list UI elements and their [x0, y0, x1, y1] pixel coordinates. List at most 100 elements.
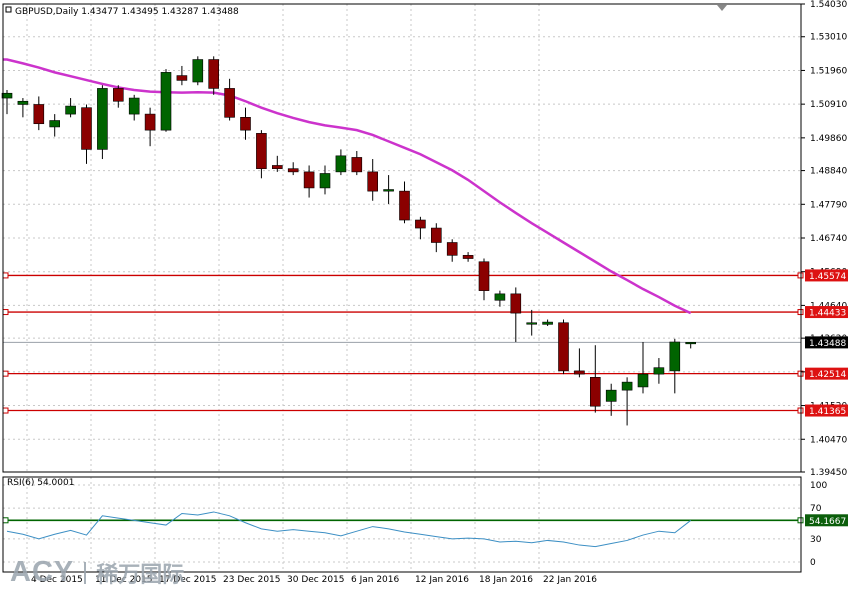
rsi-panel-frame — [2, 476, 802, 573]
bull-candle — [542, 321, 553, 325]
symbol-header: GBPUSD,Daily 1.43477 1.43495 1.43287 1.4… — [15, 7, 239, 17]
rsi-tick-label: 0 — [810, 558, 816, 568]
y-tick-label: 1.40470 — [810, 435, 847, 445]
price-level-label: 1.41365 — [809, 407, 846, 417]
bear-candle — [113, 88, 124, 102]
bear-candle — [589, 377, 601, 407]
y-tick-label: 1.51960 — [810, 66, 847, 76]
bear-candle — [478, 261, 490, 291]
price-level-tag — [805, 306, 848, 319]
x-tick-label: 11 Dec 2015 — [95, 575, 153, 585]
header-corner-icon — [5, 6, 12, 13]
bear-candle — [81, 107, 92, 150]
rsi-level-tag — [805, 514, 848, 527]
current-price-tag — [805, 336, 848, 349]
bear-candle — [462, 255, 474, 259]
price-level-tag — [805, 404, 848, 417]
rsi-line — [6, 511, 692, 548]
price-panel-frame — [2, 3, 802, 473]
bear-candle — [224, 88, 235, 118]
bear-candle — [446, 242, 458, 256]
bull-candle — [49, 120, 61, 128]
bull-candle — [17, 100, 29, 105]
x-tick-label: 12 Jan 2016 — [415, 575, 469, 585]
x-tick-label: 23 Dec 2015 — [223, 575, 281, 585]
price-level-label: 1.45574 — [809, 272, 846, 282]
bear-candle — [303, 171, 315, 189]
moving-average — [3, 58, 692, 315]
bull-candle — [669, 341, 681, 372]
rsi-tick-label: 70 — [810, 504, 822, 514]
bull-candle — [526, 322, 538, 325]
y-tick-label: 1.53010 — [810, 33, 847, 43]
bear-candle — [367, 171, 379, 192]
price-level-anchor — [2, 407, 9, 414]
bull-candle — [160, 72, 172, 131]
y-tick-label: 1.48840 — [810, 167, 847, 177]
bull-candle — [685, 342, 697, 345]
bull-candle — [335, 155, 347, 173]
bear-candle — [144, 113, 156, 131]
rsi-header: RSI(6) 54.0001 — [7, 478, 74, 488]
chart-shift-marker-icon[interactable] — [717, 5, 727, 11]
watermark-chinese: 稀万国际 — [96, 561, 185, 587]
x-axis-labels: 4 Dec 2015 11 Dec 2015 17 Dec 2015 23 Dec 2… — [31, 575, 597, 585]
bear-candle — [574, 370, 585, 375]
bear-candle — [399, 190, 410, 221]
bull-candle — [97, 88, 108, 150]
price-level-anchor — [2, 370, 9, 377]
bull-candle — [65, 105, 76, 115]
rsi-level-anchor — [2, 517, 9, 524]
watermark-separator — [84, 561, 87, 584]
price-level-tag — [805, 367, 848, 380]
bear-candle — [351, 157, 363, 173]
y-tick-label: 1.50910 — [810, 100, 847, 110]
x-tick-label: 18 Jan 2016 — [479, 575, 533, 585]
level-tags[interactable]: 1.45574 1.44433 1.42514 1.41365 1.43488 54.16… — [805, 269, 848, 527]
current-price-label: 1.43488 — [809, 339, 846, 349]
bear-candle — [510, 293, 522, 314]
grid — [3, 3, 801, 572]
x-tick-label: 30 Dec 2015 — [287, 575, 345, 585]
x-tick-label: 22 Jan 2016 — [543, 575, 597, 585]
bull-candle — [653, 367, 665, 375]
x-tick-label: 6 Jan 2016 — [351, 575, 399, 585]
y-tick-label: 1.46740 — [810, 234, 847, 244]
y-tick-label: 1.49860 — [810, 134, 847, 144]
price-level-anchor — [2, 272, 9, 279]
bear-candle — [271, 165, 283, 169]
bull-candle — [621, 381, 633, 391]
acy-watermark-logo: ACY 稀万国际 — [10, 556, 184, 589]
bull-candle — [128, 97, 140, 115]
bull-candle — [605, 389, 617, 402]
y-tick-label: 1.54030 — [810, 0, 847, 10]
rsi-tick-label: 30 — [810, 535, 822, 545]
bear-candle — [415, 219, 426, 229]
rsi-level-label: 54.1667 — [809, 517, 846, 527]
price-level-anchor — [2, 309, 9, 316]
bear-candle — [33, 104, 45, 125]
bear-candle — [256, 133, 267, 169]
bull-candle — [637, 373, 649, 388]
y-axis-labels: 1.54030 1.53010 1.51960 1.50910 1.49860 1.488… — [801, 0, 847, 568]
rsi-tick-label: 100 — [810, 481, 827, 491]
bear-candle — [558, 322, 569, 372]
rsi-panel — [2, 484, 804, 563]
bull-candle — [494, 293, 506, 301]
moving-average-line — [3, 58, 692, 315]
bear-candle — [176, 75, 188, 81]
watermark-brand: ACY — [10, 556, 75, 588]
y-tick-label: 1.39450 — [810, 468, 847, 478]
bull-candle — [192, 59, 204, 83]
candles[interactable] — [1, 56, 697, 426]
bear-candle — [208, 59, 219, 89]
x-tick-label: 4 Dec 2015 — [31, 575, 83, 585]
bull-candle — [1, 92, 13, 99]
price-levels[interactable] — [2, 272, 804, 414]
bull-candle — [383, 189, 394, 192]
y-tick-label: 1.47790 — [810, 200, 847, 210]
bear-candle — [287, 168, 299, 173]
bear-candle — [430, 227, 442, 243]
x-tick-label: 17 Dec 2015 — [159, 575, 217, 585]
